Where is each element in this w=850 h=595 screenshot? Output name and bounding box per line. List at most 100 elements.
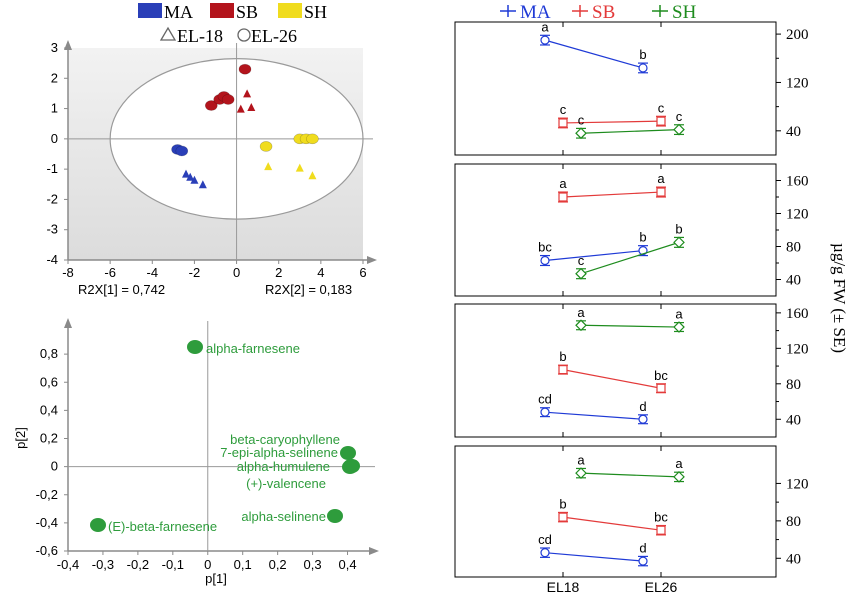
score-x-tick-label: 2 bbox=[275, 265, 282, 280]
legend-swatch-sb bbox=[210, 3, 234, 18]
legend-triangle-icon bbox=[159, 26, 177, 41]
score-x-axis-label: R2X[1] = 0,742 bbox=[78, 282, 165, 297]
series-line-sb bbox=[562, 516, 662, 531]
loading-point bbox=[90, 518, 106, 532]
line-x-tick-label-el18: EL18 bbox=[547, 579, 580, 595]
score-y-tick-label: -4 bbox=[46, 252, 58, 267]
significance-letter: a bbox=[657, 171, 665, 186]
line-panel-frame bbox=[454, 163, 777, 297]
score-y-tick-label: -2 bbox=[46, 191, 58, 206]
significance-letter: c bbox=[560, 102, 567, 117]
significance-letter: d bbox=[639, 399, 646, 414]
loading-point bbox=[340, 446, 356, 460]
score-point-ma bbox=[190, 175, 199, 184]
score-x-tick-label: 6 bbox=[359, 265, 366, 280]
significance-letter: b bbox=[639, 230, 646, 245]
loading-y-tick-label: 0,6 bbox=[40, 374, 58, 389]
series-line-ma bbox=[544, 552, 644, 562]
loading-y-tick-label: 0 bbox=[51, 459, 58, 474]
line-panel-y-tick-label: 40 bbox=[786, 412, 801, 428]
marker-sh bbox=[673, 321, 685, 333]
marker-sh bbox=[575, 467, 587, 479]
loading-label: alpha-humulene bbox=[237, 459, 330, 474]
loading-label: beta-caryophyllene bbox=[230, 432, 340, 447]
series-line-sh bbox=[580, 129, 680, 134]
loading-x-tick-label: 0,4 bbox=[338, 557, 356, 572]
series-line-sh bbox=[580, 241, 680, 275]
line-legend-label-ma: MA bbox=[520, 2, 551, 23]
score-x-arrow-icon bbox=[367, 256, 377, 264]
significance-letter: b bbox=[639, 47, 646, 62]
loading-plot: -0,4 -0,3 -0,2 -0,1 0 0,1 0,2 0,3 0,4-0,6-0,4-0,… bbox=[13, 318, 379, 586]
score-legend: MA SB SH EL-18 EL-26 bbox=[138, 2, 327, 46]
loading-label: (E)-beta-farnesene bbox=[108, 519, 217, 534]
line-panel-y-tick-label: 160 bbox=[786, 306, 809, 322]
marker-sb bbox=[558, 118, 568, 128]
significance-letter: cd bbox=[538, 392, 552, 407]
marker-ma bbox=[638, 414, 648, 424]
significance-letter: cd bbox=[538, 532, 552, 547]
marker-ma bbox=[638, 63, 648, 73]
series-line-ma bbox=[544, 250, 644, 262]
marker-sb bbox=[656, 525, 666, 535]
legend-circle-icon bbox=[237, 28, 251, 42]
series-line-sh bbox=[580, 324, 680, 328]
score-x-tick-label: 4 bbox=[317, 265, 324, 280]
series-line-sb bbox=[562, 191, 662, 198]
loading-x-tick-label: 0 bbox=[204, 557, 211, 572]
line-panel-y-tick-label: 80 bbox=[786, 240, 801, 256]
marker-sb bbox=[558, 365, 568, 375]
score-point-ma bbox=[182, 169, 190, 178]
legend-swatch-sh bbox=[278, 3, 302, 18]
marker-ma bbox=[540, 255, 550, 266]
score-y-tick-label: -1 bbox=[46, 161, 58, 176]
loading-y-tick-label: -0,4 bbox=[36, 515, 58, 530]
score-y-tick-label: 0 bbox=[51, 131, 58, 146]
loading-x-tick-label: 0,3 bbox=[304, 557, 322, 572]
series-line-ma bbox=[544, 39, 644, 69]
significance-letter: c bbox=[578, 112, 585, 127]
line-panel-y-tick-label: 80 bbox=[786, 377, 801, 393]
legend-label-el18: EL-18 bbox=[177, 26, 223, 46]
series-line-sh bbox=[580, 472, 680, 478]
marker-sh bbox=[673, 123, 685, 136]
line-panel-y-tick-label: 120 bbox=[786, 207, 809, 223]
score-y-axis-label: R2X[2] = 0,183 bbox=[265, 282, 352, 297]
line-panel-2: 40 80 120 160 bc b a a c b bbox=[454, 163, 809, 297]
loading-y-tick-label: 0,2 bbox=[40, 431, 58, 446]
marker-ma bbox=[540, 548, 550, 558]
line-panel-y-tick-label: 120 bbox=[786, 75, 809, 91]
line-panel-y-tick-label: 80 bbox=[786, 514, 801, 530]
significance-letter: b bbox=[559, 349, 566, 364]
line-panel-3: 40 80 120 160 cd d b bc a a bbox=[454, 303, 809, 438]
loading-label: alpha-selinene bbox=[241, 509, 326, 524]
significance-letter: bc bbox=[538, 240, 552, 255]
loading-x-tick-label: 0,2 bbox=[269, 557, 287, 572]
loading-y-arrow-icon bbox=[64, 318, 72, 328]
score-point-sb bbox=[243, 89, 252, 98]
score-point-sb bbox=[221, 94, 235, 105]
score-x-tick-label: -6 bbox=[104, 265, 116, 280]
loading-point bbox=[187, 340, 203, 354]
loading-x-tick-label: -0,2 bbox=[127, 557, 149, 572]
significance-letter: b bbox=[559, 496, 566, 511]
significance-letter: c bbox=[578, 253, 585, 268]
loading-x-tick-label: 0,1 bbox=[234, 557, 252, 572]
loading-y-tick-label: 0,8 bbox=[40, 346, 58, 361]
significance-letter: bc bbox=[654, 368, 668, 383]
loading-y-axis-label: p[2] bbox=[13, 427, 28, 449]
loading-label: alpha-farnesene bbox=[206, 341, 300, 356]
line-panel-y-tick-label: 120 bbox=[786, 341, 809, 357]
loading-point bbox=[342, 460, 358, 474]
significance-letter: a bbox=[577, 305, 585, 320]
series-line-ma bbox=[544, 411, 644, 420]
score-point-ma bbox=[186, 172, 195, 181]
score-x-tick-label: -4 bbox=[147, 265, 159, 280]
score-point-sh bbox=[264, 162, 273, 171]
loading-point bbox=[327, 509, 343, 523]
line-panel-y-tick-label: 40 bbox=[786, 273, 801, 289]
marker-sb bbox=[558, 192, 568, 202]
